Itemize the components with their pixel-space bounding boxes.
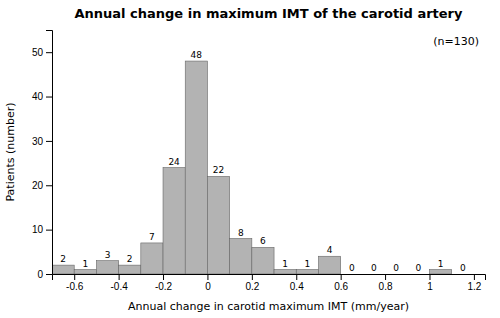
- x-axis: -0.6 -0.4 -0.2 0 0.2 0.4 0.6 0.8 1 1.2: [53, 274, 486, 292]
- tick-label: 20: [32, 180, 44, 191]
- data-label: 2: [60, 254, 66, 264]
- bar: [52, 265, 74, 274]
- data-label: 1: [304, 259, 310, 269]
- tick-label: 0.4: [290, 281, 304, 292]
- bar: [341, 274, 363, 275]
- tick-mark: [163, 274, 164, 280]
- bar: [185, 61, 207, 274]
- tick: 50: [32, 47, 52, 58]
- tick: 1.2: [467, 274, 481, 292]
- tick-label: 0.8: [379, 281, 393, 292]
- data-label: 0: [460, 263, 466, 273]
- tick-mark: [74, 274, 75, 280]
- tick-label: 50: [32, 47, 44, 58]
- tick-label: 1: [427, 281, 433, 292]
- y-axis: 0 10 20 30 40 50: [32, 31, 53, 280]
- data-label: 6: [260, 236, 266, 246]
- bar: [74, 270, 96, 274]
- bar: [163, 168, 185, 274]
- bar: [96, 261, 118, 274]
- tick-label: 0: [37, 269, 43, 280]
- tick-label: -0.6: [66, 281, 84, 292]
- bar: [363, 274, 385, 275]
- plot-area: 2132724482286114000010-0.6-0.4-0.200.20.…: [32, 31, 486, 293]
- tick-mark: [46, 185, 52, 186]
- data-label: 1: [282, 259, 288, 269]
- tick-mark: [207, 274, 208, 280]
- tick: -0.4: [110, 274, 128, 292]
- tick-mark: [252, 274, 253, 280]
- data-label: 4: [327, 245, 333, 255]
- x-axis-label: Annual change in carotid maximum IMT (mm…: [128, 300, 409, 313]
- tick-mark: [474, 274, 475, 280]
- data-label: 24: [168, 157, 180, 167]
- tick-label: 10: [32, 224, 44, 235]
- tick-label: -0.2: [155, 281, 173, 292]
- data-label: 1: [82, 259, 88, 269]
- data-label: 22: [213, 165, 224, 175]
- tick: 0: [205, 274, 211, 292]
- bars: [52, 61, 452, 274]
- tick: 0.2: [245, 274, 259, 292]
- data-label: 3: [105, 250, 111, 260]
- tick-label: 30: [32, 136, 44, 147]
- tick: 1: [427, 274, 433, 292]
- tick-mark: [119, 274, 120, 280]
- tick: 20: [32, 180, 52, 191]
- tick-mark: [46, 97, 52, 98]
- data-label: 0: [416, 263, 422, 273]
- tick: 0.4: [290, 274, 304, 292]
- tick: 0.6: [334, 274, 348, 292]
- bar: [318, 256, 340, 274]
- tick-mark: [46, 52, 52, 53]
- tick: 40: [32, 91, 52, 102]
- y-axis-label: Patients (number): [4, 102, 17, 201]
- data-label: 0: [393, 263, 399, 273]
- tick-mark: [341, 274, 342, 280]
- tick-label: 0: [205, 281, 211, 292]
- bar: [252, 247, 274, 274]
- axis-line: [53, 275, 486, 281]
- data-label: 0: [371, 263, 377, 273]
- tick-label: 40: [32, 91, 44, 102]
- bar: [141, 243, 163, 274]
- data-label: 2: [127, 254, 133, 264]
- title: Annual change in maximum IMT of the caro…: [74, 6, 463, 21]
- tick: 30: [32, 136, 52, 147]
- tick: -0.2: [155, 274, 173, 292]
- data-labels: 2 1 3 2 7 24 48 22 8 6 1 1 4 0 0 0 0 1 0: [60, 50, 466, 273]
- bar: [230, 239, 252, 274]
- bar: [452, 274, 474, 275]
- bar: [429, 270, 451, 274]
- chart: 2132724482286114000010-0.6-0.4-0.200.20.…: [0, 0, 500, 318]
- data-label: 1: [438, 259, 444, 269]
- tick-mark: [46, 274, 52, 275]
- bar: [385, 274, 407, 275]
- tick-label: 0.2: [245, 281, 259, 292]
- tick-mark: [296, 274, 297, 280]
- tick-mark: [46, 141, 52, 142]
- tick: 0: [37, 269, 52, 280]
- data-label: 48: [191, 50, 203, 60]
- tick-mark: [429, 274, 430, 280]
- data-label: 0: [349, 263, 355, 273]
- bar: [207, 176, 229, 274]
- bar: [407, 274, 429, 275]
- tick: 10: [32, 224, 52, 235]
- bar: [119, 265, 141, 274]
- tick-mark: [46, 230, 52, 231]
- axis-line: [46, 31, 53, 275]
- tick-label: 1.2: [467, 281, 481, 292]
- data-label: 7: [149, 232, 155, 242]
- tick: -0.6: [66, 274, 84, 292]
- annotation: (n=130): [433, 35, 479, 48]
- tick: 0.8: [379, 274, 393, 292]
- tick-label: -0.4: [110, 281, 128, 292]
- bar: [296, 270, 318, 274]
- bar: [274, 270, 296, 274]
- tick-label: 0.6: [334, 281, 348, 292]
- data-label: 8: [238, 228, 244, 238]
- tick-mark: [385, 274, 386, 280]
